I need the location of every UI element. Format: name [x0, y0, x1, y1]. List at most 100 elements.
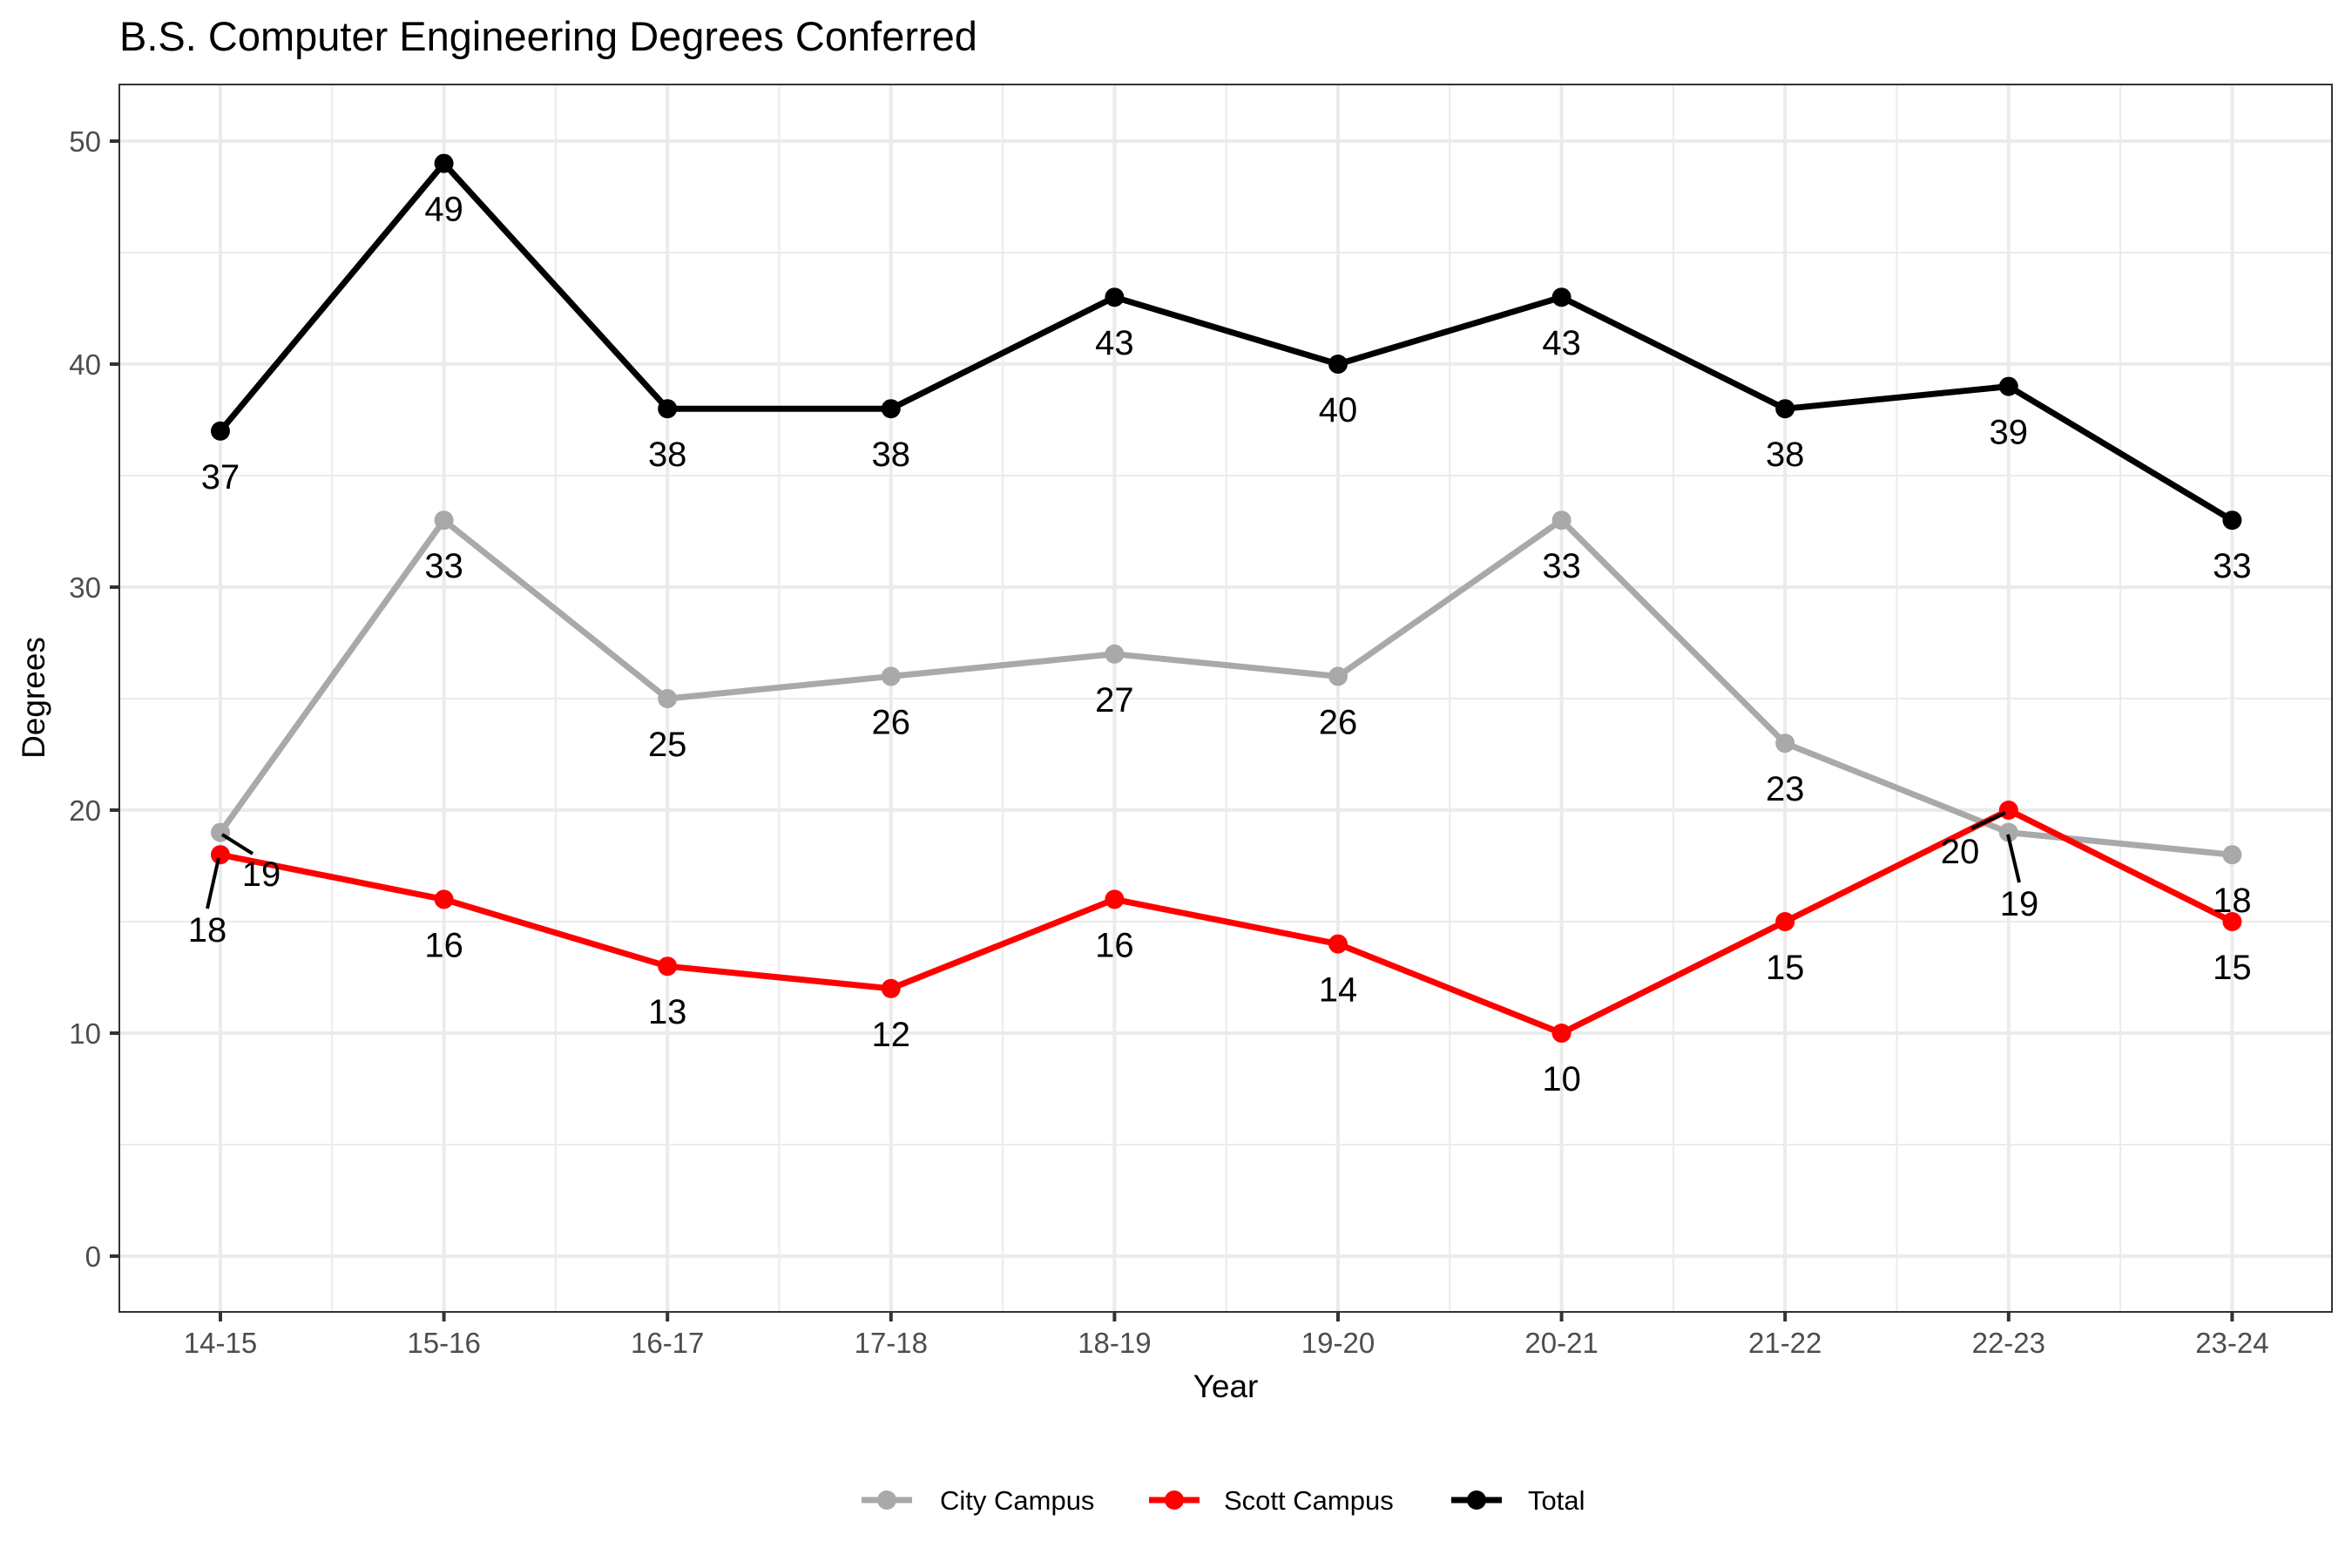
data-point-scott-campus [434, 889, 454, 909]
data-point-city-campus [1105, 644, 1125, 664]
data-point-total [1775, 399, 1795, 419]
data-label-scott-campus: 16 [424, 926, 463, 964]
x-tick-label: 22-23 [1972, 1327, 2045, 1359]
data-point-scott-campus [1105, 889, 1125, 909]
data-point-scott-campus [1551, 1024, 1571, 1043]
y-tick-label: 40 [69, 348, 101, 381]
data-label-total: 38 [648, 436, 687, 474]
data-point-city-campus [434, 510, 454, 531]
x-axis-title: Year [1193, 1369, 1259, 1404]
data-label-scott-campus: 13 [648, 993, 687, 1031]
data-label-city-campus: 19 [242, 855, 281, 894]
legend-label: City Campus [940, 1485, 1094, 1516]
data-label-total: 43 [1095, 324, 1134, 362]
data-label-city-campus: 27 [1095, 681, 1134, 720]
data-point-scott-campus [658, 956, 678, 977]
data-point-city-campus [1998, 822, 2018, 842]
data-label-scott-campus: 14 [1319, 971, 1358, 1010]
series-layer [211, 153, 2242, 1043]
chart-title: B.S. Computer Engineering Degrees Confer… [119, 13, 977, 59]
data-label-total: 49 [424, 191, 463, 229]
data-label-scott-campus: 15 [2213, 949, 2252, 987]
data-label-scott-campus: 16 [1095, 926, 1134, 964]
label-leader-line [206, 857, 220, 909]
data-point-city-campus [2222, 845, 2242, 865]
y-tick-label: 50 [69, 125, 101, 158]
x-tick-label: 20-21 [1524, 1327, 1598, 1359]
legend-label: Scott Campus [1224, 1485, 1394, 1516]
x-axis: 14-15 15-16 16-17 17-18 18-19 19-20 20-21 21-22… [184, 1312, 2269, 1359]
data-label-city-campus: 23 [1766, 770, 1805, 808]
x-tick-label: 18-19 [1078, 1327, 1151, 1359]
y-tick-label: 10 [69, 1017, 101, 1050]
legend-key-point [1467, 1490, 1486, 1510]
label-leader-line [2006, 834, 2021, 883]
series-line-scott-campus [220, 807, 2234, 1037]
series-line-total [218, 160, 2234, 524]
data-label-scott-campus: 20 [1941, 833, 1980, 871]
x-tick-label: 15-16 [407, 1327, 480, 1359]
data-label-total: 40 [1319, 391, 1358, 429]
data-label-scott-campus: 12 [872, 1016, 911, 1054]
data-point-total [1105, 287, 1125, 308]
data-point-total [211, 421, 230, 441]
series-city-campus [211, 510, 2242, 865]
data-point-scott-campus [1328, 934, 1348, 954]
data-point-scott-campus [881, 978, 901, 998]
series-line-city-campus [218, 517, 2233, 858]
plot-panel-border [118, 84, 2333, 1313]
data-label-city-campus: 18 [2213, 882, 2252, 920]
x-tick-label: 16-17 [631, 1327, 704, 1359]
data-label-scott-campus: 15 [1766, 949, 1805, 987]
y-tick-label: 0 [85, 1240, 101, 1273]
y-axis-title: Degrees [16, 637, 51, 759]
data-point-total [1328, 355, 1348, 374]
series-scott-campus [211, 801, 2242, 1043]
data-label-city-campus: 33 [1542, 547, 1581, 585]
data-label-city-campus: 26 [872, 703, 911, 741]
label-leader-line [1970, 811, 2006, 830]
data-label-scott-campus: 10 [1542, 1060, 1581, 1098]
data-point-scott-campus [2222, 912, 2242, 931]
data-label-total: 38 [1766, 436, 1805, 474]
y-tick-label: 30 [69, 571, 101, 604]
data-label-city-campus: 25 [648, 726, 687, 764]
data-point-scott-campus [1775, 912, 1795, 931]
data-label-scott-campus: 18 [188, 911, 227, 950]
series-total [211, 153, 2242, 531]
data-point-scott-campus [211, 845, 230, 865]
data-label-city-campus: 26 [1319, 703, 1358, 741]
x-tick-label: 21-22 [1748, 1327, 1821, 1359]
data-point-city-campus [1775, 733, 1795, 754]
legend-key-point [1165, 1490, 1184, 1510]
data-point-city-campus [1328, 666, 1348, 686]
legend: City Campus Scott Campus Total [862, 1485, 1585, 1516]
x-tick-label: 14-15 [184, 1327, 257, 1359]
x-tick-label: 17-18 [855, 1327, 928, 1359]
data-label-total: 33 [2213, 547, 2252, 585]
data-point-total [658, 399, 678, 419]
label-leader-line [220, 833, 254, 855]
grid [119, 84, 2332, 1312]
data-point-city-campus [1551, 510, 1571, 531]
x-tick-label: 19-20 [1301, 1327, 1375, 1359]
data-label-city-campus: 33 [424, 547, 463, 585]
data-point-city-campus [658, 689, 678, 708]
y-axis: 0 10 20 30 40 50 [69, 125, 119, 1273]
data-label-total: 43 [1542, 324, 1581, 362]
data-point-city-campus [881, 666, 901, 686]
data-point-total [881, 399, 901, 419]
data-labels: 19 33 25 26 27 26 33 23 19 18 18 16 13 12 16 14 10 15 20 15… [188, 191, 2252, 1098]
legend-item-scott-campus: Scott Campus [1149, 1485, 1394, 1516]
data-label-total: 37 [201, 458, 240, 497]
data-point-total [1551, 287, 1571, 308]
legend-key-point [877, 1490, 896, 1510]
y-tick-label: 20 [69, 794, 101, 827]
data-label-total: 38 [872, 436, 911, 474]
x-tick-label: 23-24 [2195, 1327, 2268, 1359]
data-point-total [1998, 376, 2018, 396]
data-point-total [2222, 510, 2242, 531]
legend-item-city-campus: City Campus [862, 1485, 1094, 1516]
